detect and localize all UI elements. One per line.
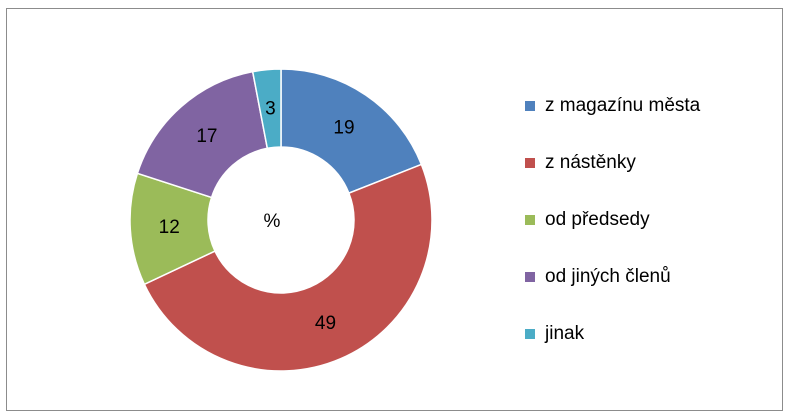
slice xyxy=(136,70,269,199)
data-label: 49 xyxy=(315,313,336,334)
legend-marker xyxy=(525,272,535,282)
center-label: % xyxy=(264,211,281,232)
legend-label: z magazínu města xyxy=(545,95,701,116)
legend-marker xyxy=(525,158,535,168)
slice xyxy=(143,163,433,372)
data-label: 12 xyxy=(159,217,180,238)
legend-label: z nástěnky xyxy=(545,152,636,173)
data-label: 3 xyxy=(265,99,276,120)
data-label: 19 xyxy=(333,117,354,138)
legend-label: od předsedy xyxy=(545,209,650,230)
legend-marker xyxy=(525,215,535,225)
data-label: 17 xyxy=(196,126,217,147)
slice xyxy=(280,68,423,195)
legend-marker xyxy=(525,101,535,111)
legend-marker xyxy=(525,329,535,339)
legend-label: jinak xyxy=(544,323,585,344)
legend-label: od jiných členů xyxy=(545,266,671,287)
slice xyxy=(251,68,282,150)
